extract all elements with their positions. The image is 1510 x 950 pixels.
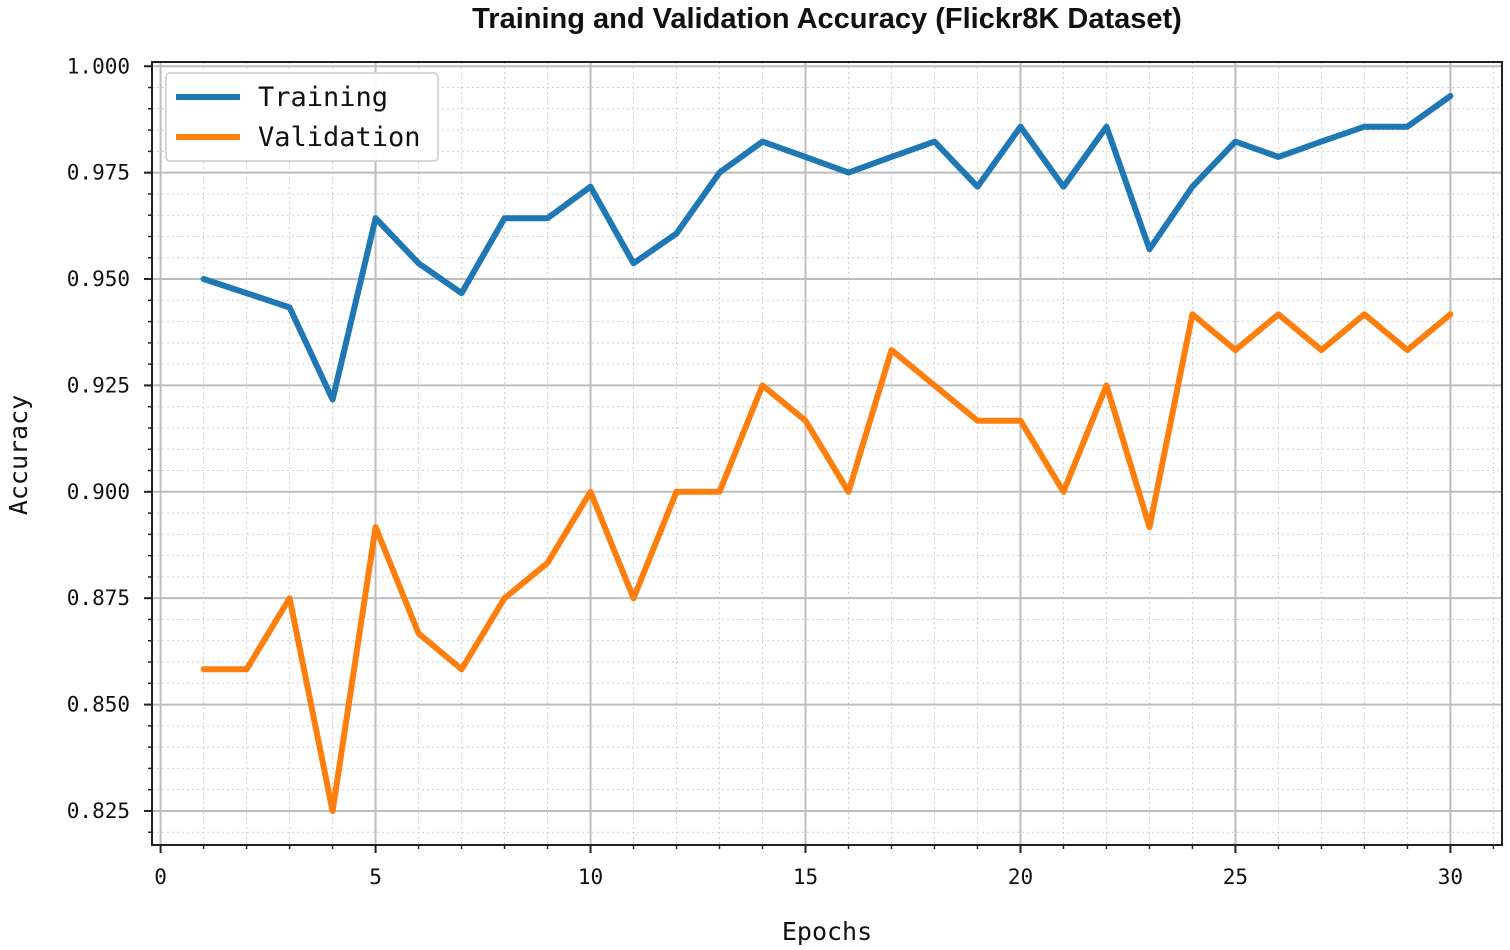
axis-ticks: 0 5 10 15 20 25 30 0.825 0.850 0.875 0.900 0.925 0.9… — [67, 54, 1495, 889]
x-tick-label: 25 — [1223, 865, 1248, 889]
y-tick-label: 0.850 — [67, 693, 130, 717]
x-tick-label: 10 — [578, 865, 603, 889]
y-tick-label: 0.925 — [67, 373, 130, 397]
y-tick-label: 0.975 — [67, 161, 130, 185]
plot-frame — [151, 61, 1503, 846]
chart-title: Training and Validation Accuracy (Flickr… — [472, 3, 1182, 35]
x-tick-label: 0 — [154, 865, 167, 889]
y-tick-label: 0.875 — [67, 586, 130, 610]
y-tick-label: 0.900 — [67, 480, 130, 504]
x-tick-label: 30 — [1438, 865, 1463, 889]
series-line-training — [200, 93, 1454, 403]
grid — [152, 62, 1502, 845]
series-line-validation — [200, 311, 1454, 814]
y-tick-label: 1.000 — [67, 54, 130, 78]
legend-label-training: Training — [258, 82, 388, 113]
plot-series — [200, 93, 1454, 814]
y-axis-label: Accuracy — [4, 395, 33, 515]
y-tick-label: 0.825 — [67, 799, 130, 823]
y-tick-label: 0.950 — [67, 267, 130, 291]
x-tick-label: 15 — [793, 865, 818, 889]
x-tick-label: 20 — [1008, 865, 1033, 889]
x-tick-label: 5 — [369, 865, 382, 889]
legend-label-validation: Validation — [258, 122, 421, 153]
x-axis-label: Epochs — [782, 917, 872, 946]
legend: Training Validation — [165, 72, 439, 162]
